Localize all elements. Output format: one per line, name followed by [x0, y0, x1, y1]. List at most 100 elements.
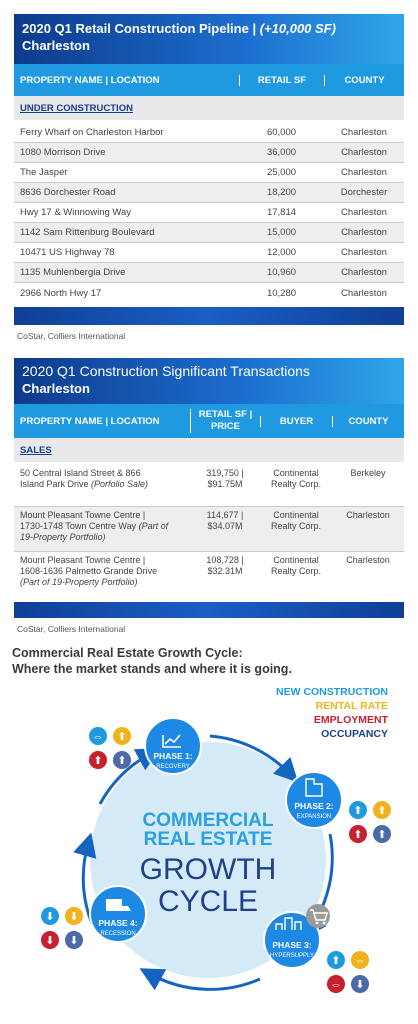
cell-buyer: Continental Realty Corp.	[260, 507, 332, 532]
section-label: UNDER CONSTRUCTION	[14, 96, 404, 120]
down-arrow-icon: ⬇	[69, 911, 78, 923]
cell-property: Hwy 17 & Winnowing Way	[20, 207, 132, 218]
table-body: 50 Central Island Street & 866 Island Pa…	[14, 462, 404, 598]
phase-4-node: PHASE 4: RECESSION	[89, 885, 147, 943]
table-footer-bar	[14, 602, 404, 618]
cell-property: Mount Pleasant Towne Centre | 1730-1748 …	[14, 507, 190, 543]
retail-pipeline-table: 2020 Q1 Retail Construction Pipeline | (…	[14, 14, 404, 341]
phase-2-indicators: ⬆ ⬆ ⬆ ⬆	[349, 801, 391, 843]
col-header-retail-sf: RETAIL SF	[239, 74, 324, 86]
cell-property: 1135 Muhlenbergia Drive	[20, 267, 126, 278]
property-line-text: 1730-1748 Town Centre Way	[20, 521, 139, 531]
buildings-icon	[275, 917, 302, 930]
section-label: SALES	[14, 438, 404, 462]
col-header-property: PROPERTY NAME | LOCATION	[20, 74, 160, 86]
property-line: 19-Property Portfolio)	[20, 532, 184, 543]
table-source-note: CoStar, Colliers International	[17, 624, 126, 634]
cell-county: Charleston	[341, 147, 387, 158]
table-row: 2966 North Hwy 17 10,280 Charleston	[14, 283, 404, 303]
center-line4: CYCLE	[158, 885, 258, 918]
table-row: 50 Central Island Street & 866 Island Pa…	[14, 465, 404, 507]
up-arrow-icon: ⬆	[117, 755, 126, 767]
cell-buyer: Continental Realty Corp.	[260, 552, 332, 577]
cell-county: Berkeley	[350, 468, 386, 478]
table-row: 1080 Morrison Drive 36,000 Charleston	[14, 143, 404, 163]
buyer-line: Continental	[273, 555, 319, 565]
title-separator: |	[248, 21, 260, 36]
table-title-bar: 2020 Q1 Retail Construction Pipeline | (…	[14, 14, 404, 64]
down-arrow-icon: ⬇	[45, 911, 54, 923]
cycle-legend: NEW CONSTRUCTION RENTAL RATE EMPLOYMENT …	[276, 685, 388, 741]
left-right-arrow-icon: ⇔	[355, 955, 366, 967]
col-header-property: PROPERTY NAME | LOCATION	[20, 415, 160, 427]
up-arrow-icon: ⬆	[377, 829, 386, 841]
property-line: Island Park Drive (Porfolio Sale)	[20, 479, 184, 490]
table-row: 8636 Dorchester Road 18,200 Dorchester	[14, 183, 404, 203]
title-accent: (+10,000 SF)	[259, 21, 336, 36]
buyer-line: Continental	[273, 510, 319, 520]
cell-property: 2966 North Hwy 17	[20, 287, 102, 299]
cell-county: Charleston	[341, 287, 387, 299]
col-header-county: COUNTY	[324, 74, 404, 86]
cell-county: Dorchester	[340, 187, 388, 198]
shopping-cart-icon	[306, 904, 330, 928]
ambulance-icon	[106, 899, 131, 911]
cell-buyer: Continental Realty Corp.	[260, 465, 332, 490]
table-row: 1142 Sam Rittenburg Boulevard 15,000 Charl…	[14, 223, 404, 243]
left-right-arrow-icon: ⇔	[331, 979, 342, 991]
table-footer-bar	[14, 307, 404, 325]
table-subtitle: Charleston	[22, 381, 90, 396]
property-line: (Part of 19-Property Portfolio)	[20, 577, 184, 588]
cell-property: 1142 Sam Rittenburg Boulevard	[20, 227, 155, 238]
phase-name: RECOVERY	[156, 764, 190, 770]
property-line-note: 19-Property Portfolio)	[20, 532, 106, 542]
table-source-note: CoStar, Colliers International	[17, 331, 126, 341]
cell-price: $91.75M	[207, 479, 243, 489]
legend-occupancy: OCCUPANCY	[321, 728, 388, 740]
cycle-ring-arrow	[209, 734, 299, 783]
left-right-arrow-icon: ⇔	[93, 731, 104, 743]
cell-retail-sf: 114,677 |	[206, 510, 244, 520]
phase-title: PHASE 1:	[153, 751, 192, 761]
property-line-text: Island Park Drive	[20, 479, 92, 489]
buyer-line: Realty Corp.	[270, 566, 322, 576]
building-outline-icon	[305, 778, 323, 797]
cell-county: Charleston	[341, 227, 387, 238]
property-line: Mount Pleasant Towne Centre |	[20, 510, 146, 520]
phase-2-node: PHASE 2: EXPANSION	[285, 771, 343, 829]
buyer-line: Continental	[273, 468, 319, 478]
phase-3-node: PHASE 3: HYPERSUPPLY	[263, 911, 321, 969]
phase-3-indicators: ⬆ ⇔ ⇔ ⬇	[327, 951, 369, 993]
cell-sf-price: 114,677 | $34.07M	[190, 507, 260, 532]
down-arrow-icon: ⬇	[45, 935, 54, 947]
title-text: 2020 Q1 Retail Construction Pipeline	[22, 21, 249, 36]
cell-retail-sf: 18,200	[266, 187, 297, 198]
table-row: Hwy 17 & Winnowing Way 17,814 Charleston	[14, 203, 404, 223]
phase-1-node: PHASE 1: RECOVERY	[144, 717, 202, 775]
property-line: Mount Pleasant Towne Centre |	[20, 555, 146, 565]
property-line-note: (Porfolio Sale)	[91, 479, 149, 489]
property-line: 1608-1636 Palmetto Grande Drive	[20, 566, 158, 576]
transactions-table: 2020 Q1 Construction Significant Transac…	[14, 358, 404, 634]
column-header-row: PROPERTY NAME | LOCATION RETAIL SF | PRI…	[14, 404, 404, 438]
table-title-bar: 2020 Q1 Construction Significant Transac…	[14, 358, 404, 404]
table-subtitle: Charleston	[22, 38, 90, 53]
cycle-ring-arrow	[139, 968, 261, 991]
cell-retail-sf: 319,750 |	[206, 468, 244, 478]
cell-retail-sf: 108,728 |	[206, 555, 244, 565]
phase-1-indicators: ⇔ ⬆ ⬆ ⬆	[89, 727, 131, 769]
property-line: 1730-1748 Town Centre Way (Part of	[20, 521, 184, 532]
table-body: Ferry Wharf on Charleston Harbor 60,000 Ch…	[14, 120, 404, 303]
cell-property: The Jasper	[20, 167, 68, 178]
legend-new-construction: NEW CONSTRUCTION	[276, 686, 388, 698]
cell-retail-sf: 10,280	[266, 287, 297, 299]
cell-retail-sf: 25,000	[266, 167, 297, 178]
col-header-county: COUNTY	[332, 415, 404, 427]
cell-county: Charleston	[341, 267, 387, 278]
table-title: 2020 Q1 Retail Construction Pipeline | (…	[22, 20, 396, 37]
up-arrow-icon: ⬆	[377, 805, 386, 817]
phase-name: HYPERSUPPLY	[270, 953, 314, 959]
cell-county: Charleston	[341, 207, 387, 218]
phase-title: PHASE 4:	[98, 918, 137, 928]
up-arrow-icon: ⬆	[353, 829, 362, 841]
